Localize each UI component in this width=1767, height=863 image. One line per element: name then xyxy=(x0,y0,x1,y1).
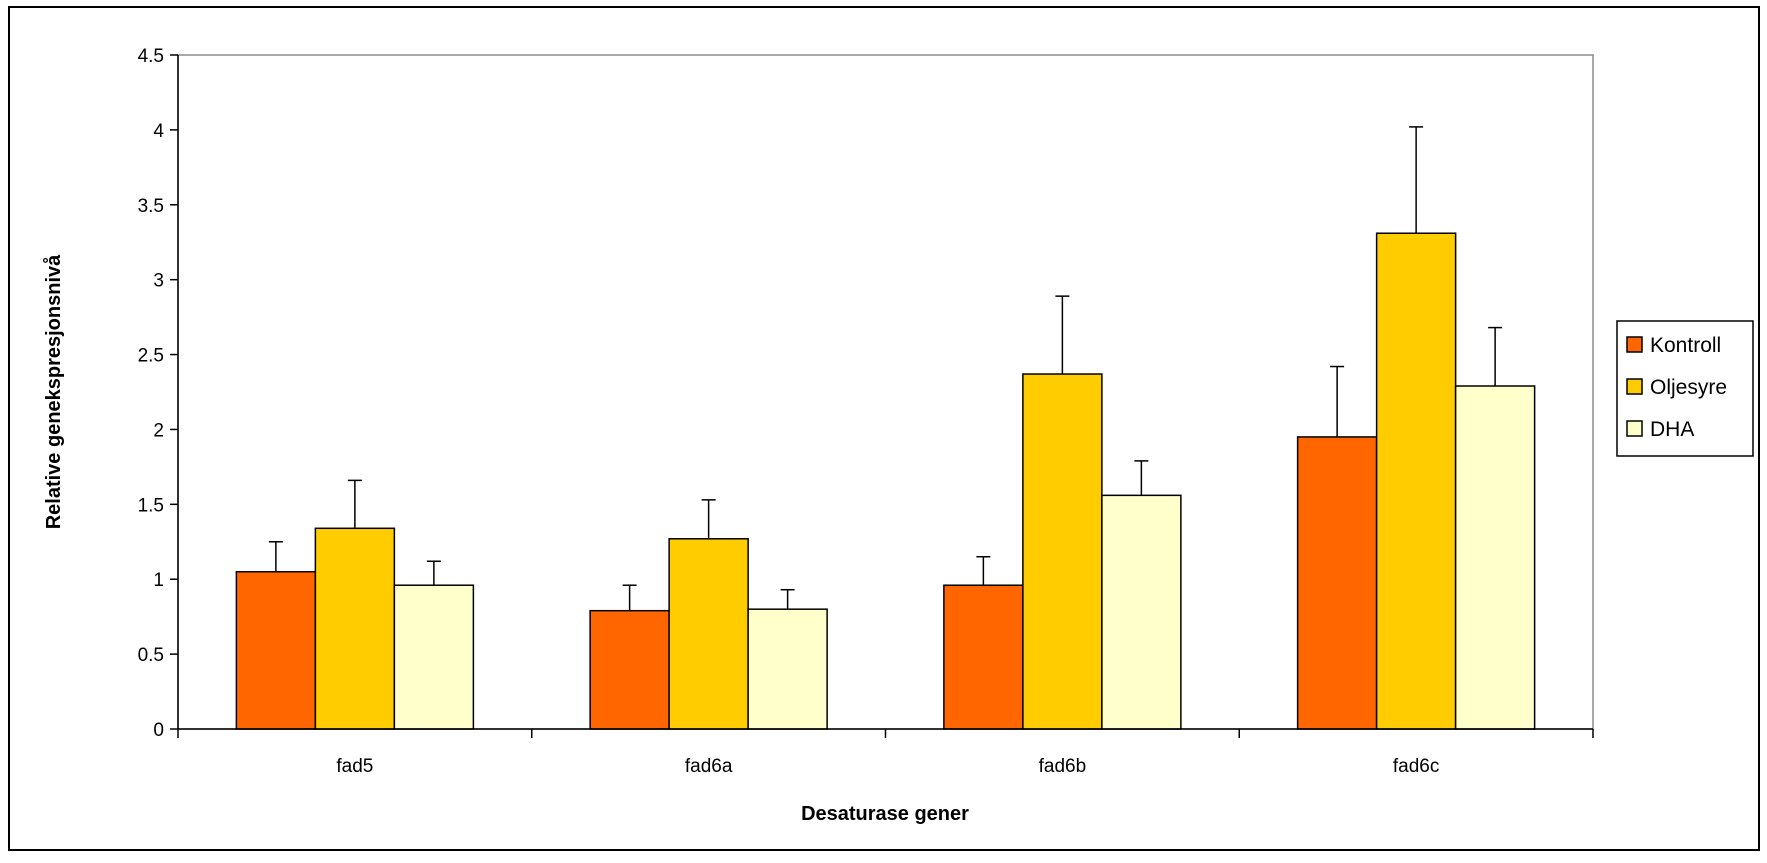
x-ticks: fad5 fad6a fad6b fad6c xyxy=(177,729,1594,777)
legend-swatch-oljesyre xyxy=(1626,378,1643,395)
legend-label-dha: DHA xyxy=(1650,418,1694,441)
bar-kontroll-fad6a xyxy=(589,609,670,730)
bar-kontroll-fad6b xyxy=(943,584,1024,730)
legend-swatch-dha xyxy=(1626,420,1643,437)
y-tick-label: 2 xyxy=(153,420,164,441)
legend-label-oljesyre: Oljesyre xyxy=(1650,376,1727,399)
bar-oljesyre-fad5 xyxy=(314,527,396,730)
bars-layer xyxy=(235,232,1536,730)
y-tick-label: 1.5 xyxy=(138,495,164,516)
bar-oljesyre-fad6c xyxy=(1375,232,1457,730)
bar-dha-fad6c xyxy=(1454,385,1536,730)
y-tick-label: 3.5 xyxy=(138,196,164,217)
bar-dha-fad6b xyxy=(1101,494,1182,730)
y-tick-label: 2.5 xyxy=(138,346,164,367)
bar-kontroll-fad6c xyxy=(1296,436,1378,730)
x-tick-label-fad6b: fad6b xyxy=(1039,756,1087,777)
y-tick-label: 0.5 xyxy=(138,645,164,666)
y-tick-label: 4.5 xyxy=(138,46,164,67)
y-ticks: 0 0.5 1 1.5 2 2.5 3 3.5 4 4.5 xyxy=(138,46,178,741)
x-tick-label-fad5: fad5 xyxy=(336,756,373,777)
bar-kontroll-fad5 xyxy=(235,570,317,730)
x-axis-title: Desaturase gener xyxy=(801,803,969,825)
y-tick-label: 0 xyxy=(153,720,164,741)
bar-oljesyre-fad6b xyxy=(1022,373,1103,730)
x-tick-label-fad6c: fad6c xyxy=(1393,756,1439,777)
bar-dha-fad6a xyxy=(747,608,828,730)
y-tick-label: 4 xyxy=(153,121,164,142)
bar-dha-fad5 xyxy=(393,584,475,730)
y-axis-title: Relative genekspresjonsnivå xyxy=(42,254,65,529)
legend-items: Kontroll Oljesyre DHA xyxy=(1626,334,1727,441)
legend-swatch-kontroll xyxy=(1626,336,1643,353)
error-bars-layer xyxy=(268,126,1503,611)
legend-label-kontroll: Kontroll xyxy=(1650,334,1721,357)
y-tick-label: 3 xyxy=(153,271,164,292)
y-tick-label: 1 xyxy=(153,570,164,591)
bar-oljesyre-fad6a xyxy=(668,538,749,730)
legend: Kontroll Oljesyre DHA xyxy=(1616,320,1754,457)
x-tick-label-fad6a: fad6a xyxy=(685,756,733,777)
